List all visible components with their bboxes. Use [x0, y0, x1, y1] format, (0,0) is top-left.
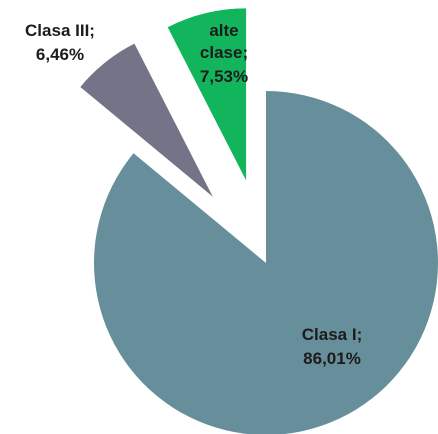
pie-slice: [80, 43, 213, 197]
pie-slice: [167, 8, 247, 181]
label-category: alte: [209, 21, 238, 40]
label-separator: ;: [357, 325, 363, 344]
label-separator: ;: [89, 21, 95, 40]
label-value: 6,46%: [36, 45, 84, 64]
data-label: alte clase; 7,53%: [200, 21, 248, 86]
label-category: Clasa III: [25, 21, 89, 40]
label-category: Clasa I: [302, 325, 357, 344]
label-category: clase: [200, 43, 243, 62]
label-value: 86,01%: [303, 349, 361, 368]
label-separator: ;: [242, 43, 248, 62]
pie-slice: [94, 91, 438, 434]
label-value: 7,53%: [200, 67, 248, 86]
data-label: Clasa III; 6,46%: [25, 21, 95, 64]
data-label: Clasa I; 86,01%: [302, 325, 362, 368]
